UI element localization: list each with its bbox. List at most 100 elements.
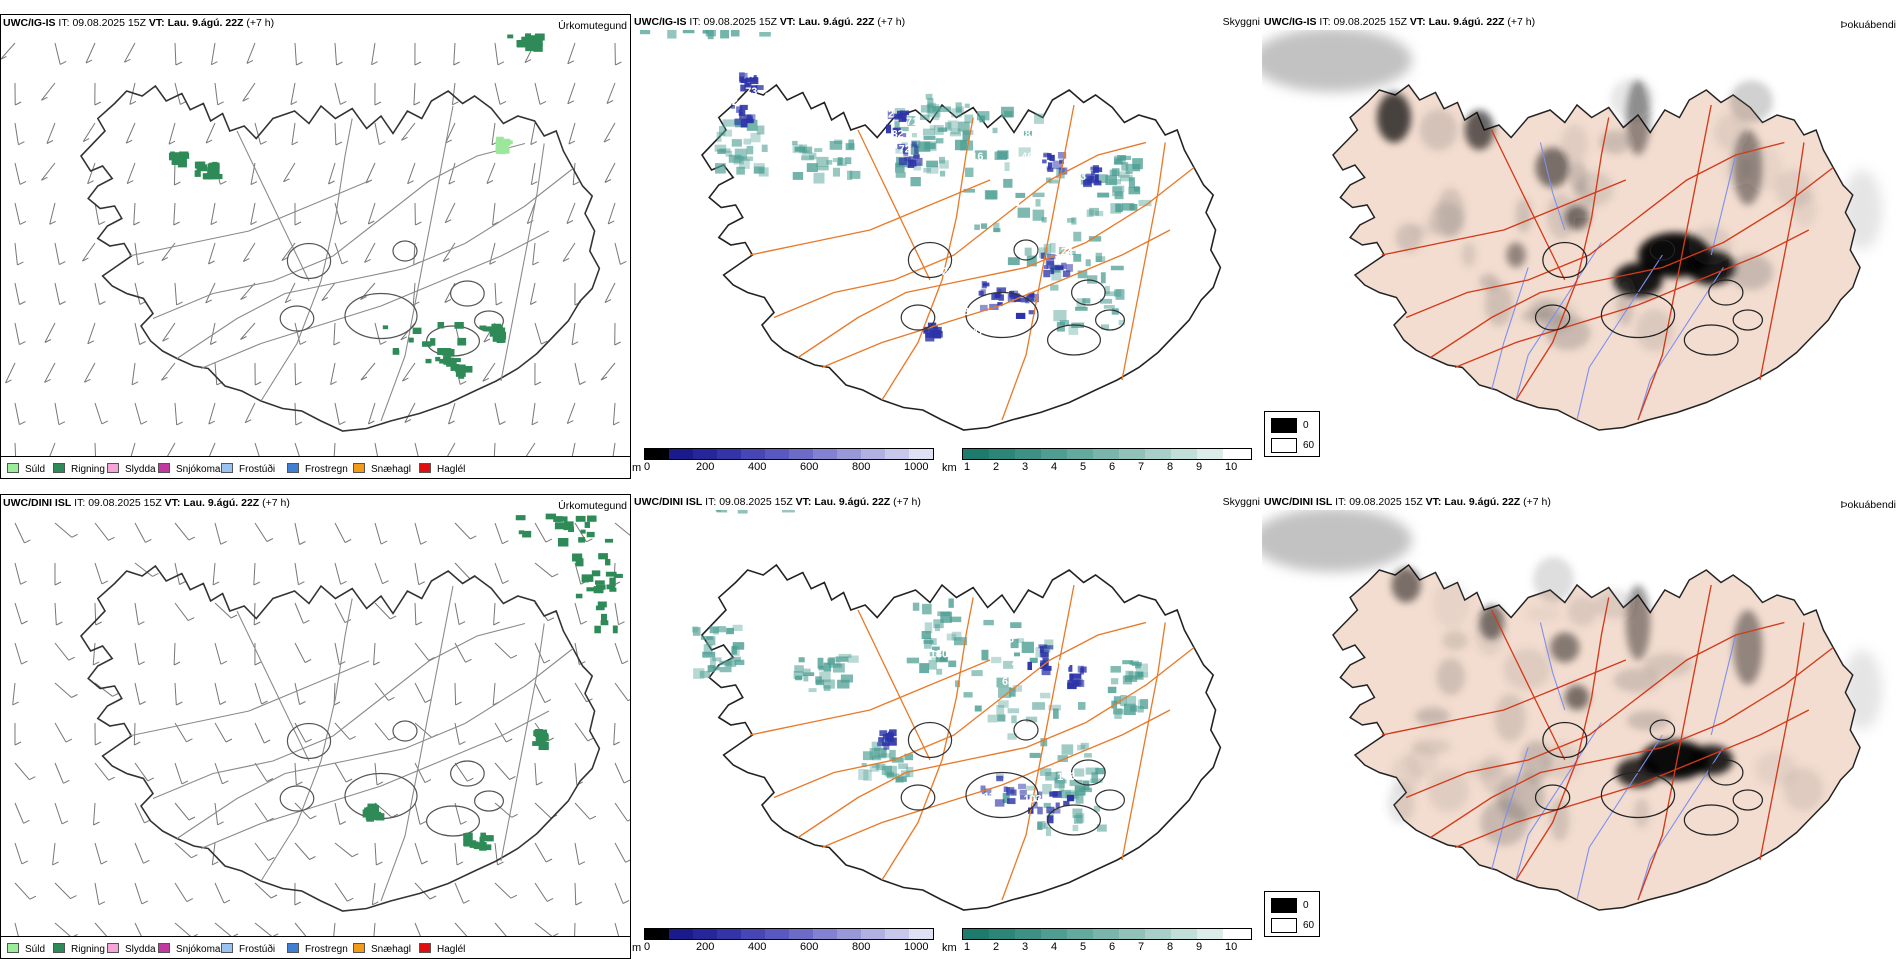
colorbar-cell — [861, 449, 885, 459]
colorbar-tick-label: 600 — [800, 461, 818, 473]
legend-item-snjókoma: Snjókoma — [158, 463, 220, 475]
cloudbase-value: 184 — [1002, 198, 1021, 210]
legend-swatch — [107, 943, 119, 953]
it-value: 09.08.2025 15Z — [719, 496, 793, 508]
legend-label: Frostúði — [239, 464, 275, 475]
colorbar-tick-label: 5 — [1080, 941, 1086, 953]
legend-item-haglél: Haglél — [419, 943, 465, 955]
colorbar-cell — [1041, 449, 1067, 459]
row-dini-isl: UWC/DINI ISL IT: 09.08.2025 15Z VT: Lau.… — [0, 494, 1900, 959]
cloudbase-value: 116 — [858, 721, 875, 733]
vt-value: Lau. 9.ágú. 22Z — [183, 497, 259, 509]
model-name: UWC/IG-IS — [634, 16, 687, 28]
road-network — [129, 586, 573, 901]
legend-swatch — [419, 943, 431, 953]
model-name: UWC/IG-IS — [3, 17, 56, 29]
cloudbase-value: 148 — [1057, 771, 1075, 783]
model-name: UWC/DINI ISL — [1264, 496, 1332, 508]
iceland-coastline — [702, 85, 1220, 430]
colorbar-cell — [789, 929, 813, 939]
cloudbase-value: 687 — [1002, 676, 1020, 688]
model-name: UWC/DINI ISL — [3, 497, 71, 509]
legend-item-súld: Súld — [7, 943, 45, 955]
offset: (+7 h) — [1507, 16, 1535, 28]
fog-panel: UWC/IG-IS IT: 09.08.2025 15Z VT: Lau. 9.… — [1262, 14, 1900, 479]
colorbar-tick-label: 9 — [1196, 941, 1202, 953]
vt-label: VT: — [780, 16, 796, 28]
offset: (+7 h) — [262, 497, 290, 509]
colorbar-tick-label: 1000 — [904, 941, 928, 953]
cloudbase-value: 109 — [1060, 196, 1078, 208]
fog-scale-min: 0 — [1303, 900, 1309, 911]
legend-swatch — [158, 463, 170, 473]
colorbar-cell — [909, 449, 933, 459]
it-label: IT: — [705, 496, 716, 508]
colorbar-cell — [1067, 449, 1093, 459]
colorbar-tick-label: 0 — [644, 461, 650, 473]
cloud-base-unit: m — [632, 942, 641, 954]
colorbar-cell — [885, 449, 909, 459]
cloudbase-value: 116 — [966, 151, 983, 163]
colorbar-tick-label: 6 — [1109, 461, 1115, 473]
colorbar-tick-label: 3 — [1022, 461, 1028, 473]
colorbar-cell — [1093, 929, 1119, 939]
iceland-land — [1333, 85, 1860, 430]
offset: (+7 h) — [893, 496, 921, 508]
cloudbase-value: 73 — [1074, 171, 1086, 183]
colorbar-tick-label: 9 — [1196, 461, 1202, 473]
it-value: 09.08.2025 15Z — [703, 16, 777, 28]
legend-item-frostúði: Frostúði — [221, 463, 275, 475]
colorbar-tick-label: 4 — [1051, 461, 1057, 473]
colorbar-tick-label: 5 — [1080, 461, 1086, 473]
colorbar-cell — [669, 449, 693, 459]
colorbar-cell — [669, 929, 693, 939]
legend-swatch — [419, 463, 431, 473]
road-network — [750, 585, 1194, 900]
colorbar-tick-label: 200 — [696, 941, 714, 953]
cloudbase-value: 127 — [892, 668, 910, 680]
fog-scale-legend: 0 60 — [1264, 891, 1320, 937]
vt-label: VT: — [149, 17, 165, 29]
fog-scale-max: 60 — [1303, 920, 1314, 931]
colorbar-tick-label: 7 — [1138, 941, 1144, 953]
legend-swatch — [107, 463, 119, 473]
colorbar-cell — [963, 449, 989, 459]
vt-label: VT: — [1426, 496, 1442, 508]
legend-item-frostúði: Frostúði — [221, 943, 275, 955]
colorbar-tick-label: 0 — [644, 941, 650, 953]
fog-scale-max: 60 — [1303, 440, 1314, 451]
precip-panel-header: UWC/DINI ISL IT: 09.08.2025 15Z VT: Lau.… — [3, 497, 290, 509]
colorbar-tick-label: 400 — [748, 941, 766, 953]
legend-label: Súld — [25, 464, 45, 475]
legend-swatch — [53, 943, 65, 953]
precip-panel: UWC/IG-IS IT: 09.08.2025 15Z VT: Lau. 9.… — [0, 14, 631, 479]
cloudbase-value: 65 — [764, 91, 776, 103]
legend-swatch — [53, 463, 65, 473]
colorbar-cell — [1171, 929, 1197, 939]
visibility-title: Skyggni — [1223, 16, 1260, 28]
cloudbase-value: 73 — [745, 86, 757, 98]
legend-swatch — [287, 463, 299, 473]
legend-swatch — [221, 943, 233, 953]
vt-value: Lau. 9.ágú. 22Z — [168, 17, 244, 29]
colorbar-cell — [693, 929, 717, 939]
cloudbase-value: 82 — [892, 128, 904, 140]
legend-label: Rigning — [71, 464, 105, 475]
fog-map — [1262, 510, 1900, 920]
legend-swatch — [353, 463, 365, 473]
model-name: UWC/IG-IS — [1264, 16, 1317, 28]
colorbar-cell — [1067, 929, 1093, 939]
glacier-outlines — [280, 241, 503, 356]
colorbar-cell — [1119, 929, 1145, 939]
visibility-unit: km — [942, 462, 957, 474]
cloudbase-value: 76 — [1002, 633, 1014, 645]
legend-item-slydda: Slydda — [107, 463, 156, 475]
it-label: IT: — [74, 497, 85, 509]
colorbar-cell — [963, 929, 989, 939]
cloudbase-value: 200 — [1002, 276, 1020, 288]
legend-item-snjókoma: Snjókoma — [158, 943, 220, 955]
cloudbase-areas — [731, 72, 1102, 341]
fog-panel-header: UWC/IG-IS IT: 09.08.2025 15Z VT: Lau. 9.… — [1264, 16, 1535, 28]
